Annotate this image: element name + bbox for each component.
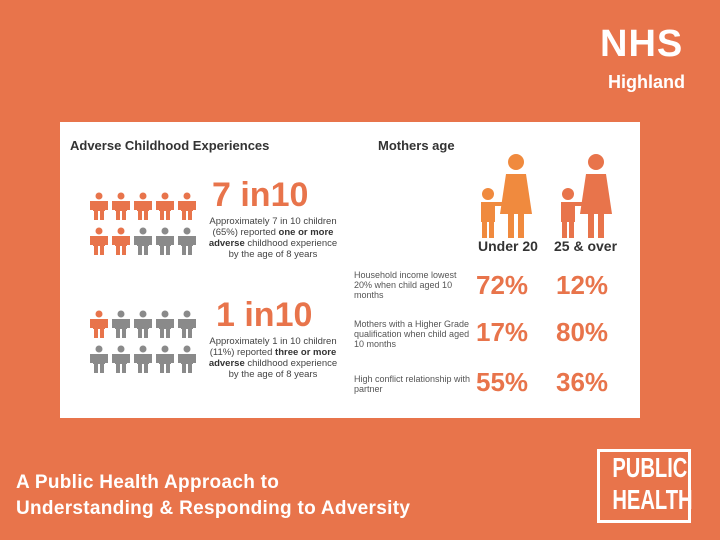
public-health-badge: PUBLIC HEALTH: [597, 449, 693, 523]
person-icon: [178, 345, 196, 373]
pct-conflict-under20: 55%: [476, 367, 529, 397]
person-icon: [112, 227, 130, 255]
slide-title: A Public Health Approach to Understandin…: [16, 472, 411, 519]
pct-qualification-under20: 17%: [476, 317, 529, 347]
person-icon: [178, 227, 196, 255]
pct-income-over25: 12%: [556, 270, 609, 300]
person-icon: [90, 227, 108, 255]
pct-conflict-over25: 36%: [556, 367, 609, 397]
column-under-20: Under 20: [478, 238, 538, 254]
person-icon: [134, 345, 152, 373]
person-icon: [112, 192, 130, 220]
infographic-card: Adverse Childhood Experiences Mothers ag…: [60, 122, 640, 418]
ace-desc-1: Approximately 7 in 10 children (65%) rep…: [208, 216, 338, 260]
pct-qualification-over25: 80%: [556, 317, 609, 347]
pct-income-under20: 72%: [476, 270, 529, 300]
mother-child-icon-older: [561, 154, 612, 238]
person-icon: [90, 310, 108, 338]
person-icon: [90, 345, 108, 373]
nhs-highland-logo: NHS Highland: [594, 24, 694, 96]
row-label-qualification: Mothers with a Higher Grade qualificatio…: [354, 319, 470, 349]
person-icon: [134, 310, 152, 338]
row-label-income: Household income lowest 20% when child a…: [354, 270, 457, 300]
column-25-and-over: 25 & over: [554, 238, 618, 254]
person-icon: [156, 192, 174, 220]
person-icon: [178, 192, 196, 220]
person-icon: [134, 192, 152, 220]
ace-stat-2: 1 in10: [216, 296, 313, 334]
person-icon: [112, 345, 130, 373]
ace-desc-2: Approximately 1 in 10 children (11%) rep…: [208, 336, 338, 380]
nhs-logo-text: NHS: [600, 23, 684, 65]
ace-heading: Adverse Childhood Experiences: [70, 138, 270, 153]
nhs-region-text: Highland: [608, 72, 685, 92]
ace-stat-1: 7 in10: [212, 176, 309, 214]
person-icon: [156, 310, 174, 338]
mother-child-icon-young: [481, 154, 532, 238]
person-icon: [178, 310, 196, 338]
people-icons-group-1: [88, 192, 200, 262]
person-icon: [156, 227, 174, 255]
person-icon: [112, 310, 130, 338]
person-icon: [156, 345, 174, 373]
row-label-conflict: High conflict relationship with partner: [354, 374, 471, 394]
mothers-age-heading: Mothers age: [378, 138, 455, 153]
person-icon: [134, 227, 152, 255]
people-icons-group-2: [88, 310, 200, 380]
person-icon: [90, 192, 108, 220]
